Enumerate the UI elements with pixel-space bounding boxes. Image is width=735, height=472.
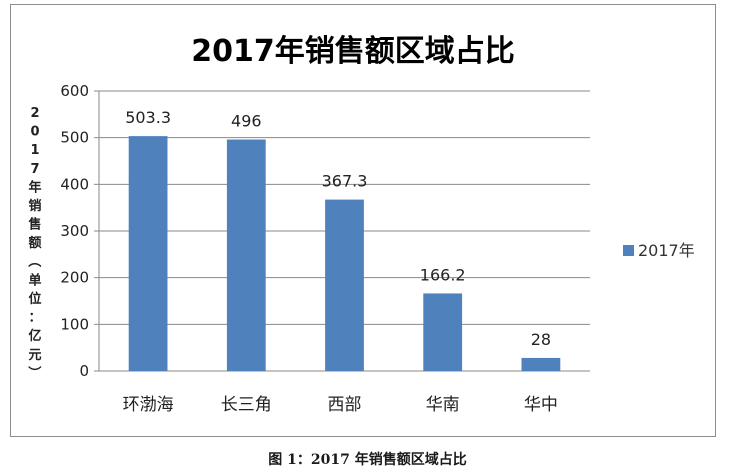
y-tick-label: 200 <box>60 269 89 287</box>
y-tick-label: 100 <box>60 315 89 333</box>
y-tick-label: 300 <box>60 222 89 240</box>
x-category-label: 西部 <box>328 395 362 415</box>
y-axis-label-char: 额 <box>28 235 41 251</box>
bars <box>128 136 561 371</box>
x-category-label: 华南 <box>426 395 460 415</box>
y-axis-label-char: 0 <box>30 125 39 140</box>
bar <box>423 293 463 371</box>
data-labels: 503.3 496 367.3 166.2 28 <box>125 108 551 349</box>
y-axis-label-char: 1 <box>30 143 39 158</box>
legend-label: 2017年 <box>638 241 695 260</box>
chart-title: 2017年销售额区域占比 <box>191 34 515 69</box>
y-tick-label: 600 <box>60 82 89 100</box>
y-tick-label: 500 <box>60 129 89 147</box>
bar <box>226 139 266 371</box>
y-axis-label-char: ： <box>28 311 41 326</box>
y-axis-label-char: ） <box>26 366 42 379</box>
y-axis-label-char: 销 <box>28 198 41 214</box>
legend: 2017年 <box>623 241 695 260</box>
y-axis-label-char: （ <box>26 254 42 267</box>
data-label: 28 <box>531 330 551 349</box>
bar <box>521 357 561 371</box>
x-category-label: 长三角 <box>221 395 272 415</box>
x-category-label: 华中 <box>524 395 558 415</box>
y-tick-label: 400 <box>60 175 89 193</box>
bar-chart: 2017年销售额区域占比 2017年销售额（单位：亿元） 01002003004… <box>26 34 695 415</box>
figure-caption: 图 1：2017 年销售额区域占比 <box>268 452 467 468</box>
x-category-label: 环渤海 <box>123 395 174 415</box>
legend-swatch <box>623 245 634 256</box>
y-axis-label-char: 2 <box>30 106 39 121</box>
y-axis-label-char: 亿 <box>28 328 41 344</box>
y-axis-label-char: 单 <box>28 272 41 288</box>
y-axis-label-char: 位 <box>28 291 41 307</box>
data-label: 503.3 <box>125 108 171 127</box>
y-axis-label-char: 售 <box>28 217 41 233</box>
y-axis-label-char: 7 <box>30 162 39 177</box>
chart-frame: 2017年销售额区域占比 2 0 1 7 年销售额（单位：亿元） 0 100 200 300 4… <box>10 4 716 437</box>
data-label: 496 <box>231 112 262 131</box>
bar <box>325 199 364 371</box>
y-axis-ticks: 0 100 200 300 400 500 600 <box>60 82 89 380</box>
bar <box>128 136 168 371</box>
x-axis-categories: 环渤海 长三角 西部 华南 华中 <box>123 395 558 415</box>
y-axis-label-char: 元 <box>28 348 41 363</box>
y-axis-label: 2 0 1 7 年销售额 （ 单位 ： 亿元 ） <box>26 106 42 379</box>
y-tick-label: 0 <box>79 362 89 380</box>
y-axis-label-char: 年 <box>28 179 41 195</box>
data-label: 367.3 <box>322 172 368 191</box>
data-label: 166.2 <box>420 265 466 284</box>
